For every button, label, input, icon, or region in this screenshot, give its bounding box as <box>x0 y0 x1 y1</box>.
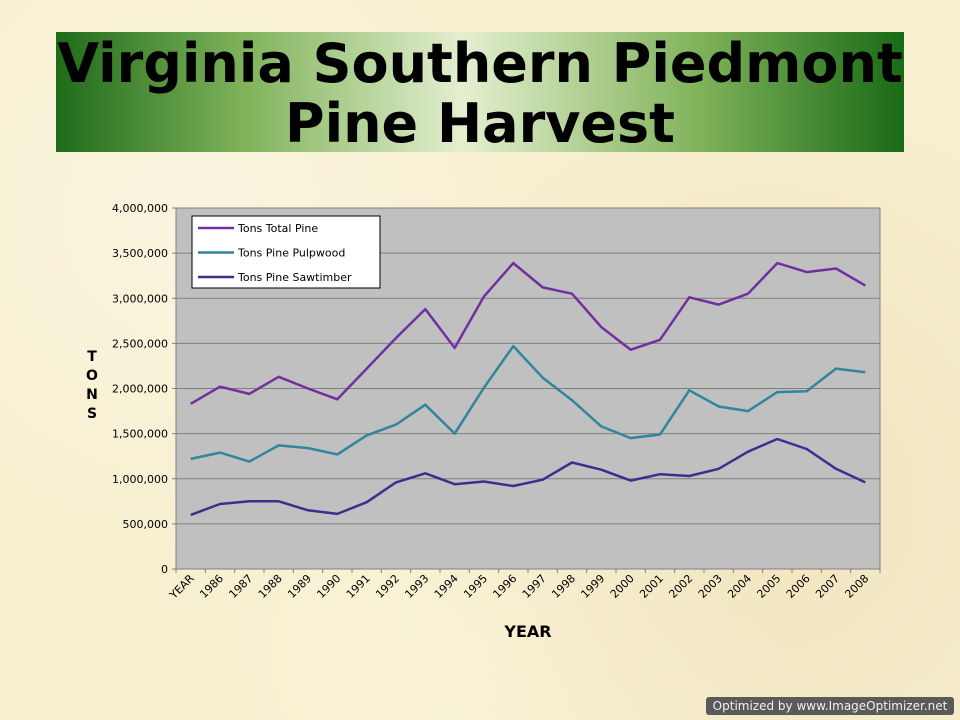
y-tick-label: 3,000,000 <box>112 292 168 305</box>
y-axis-label-letter: N <box>86 387 98 403</box>
x-tick-label: 1989 <box>285 572 314 601</box>
x-tick-label: 1998 <box>549 572 578 601</box>
x-tick-label: 2007 <box>813 572 842 601</box>
y-tick-label: 500,000 <box>123 518 169 531</box>
title-banner: Virginia Southern Piedmont Pine Harvest <box>56 32 904 154</box>
x-tick-label: 1992 <box>373 572 402 601</box>
legend: Tons Total Pine Tons Pine Pulpwood Tons Pi… <box>191 215 381 289</box>
y-tick-label: 1,500,000 <box>112 428 168 441</box>
x-tick-label: 2003 <box>696 572 725 601</box>
x-tick-label: 1996 <box>490 572 519 601</box>
x-tick-label: YEAR <box>166 572 197 603</box>
title-line-1: Virginia Southern Piedmont <box>57 32 903 95</box>
series-line <box>190 437 866 517</box>
slide-title: Virginia Southern Piedmont Pine Harvest <box>56 34 904 154</box>
legend-entry: Tons Pine Sawtimber <box>237 271 352 284</box>
x-tick-label: 2006 <box>784 572 813 601</box>
x-tick-label: 2004 <box>725 572 754 601</box>
y-axis-label: T O N S <box>82 348 102 424</box>
y-tick-label: 0 <box>161 563 168 576</box>
y-tick-label: 2,500,000 <box>112 337 168 350</box>
y-tick-label: 3,500,000 <box>112 247 168 260</box>
x-tick-label: 1993 <box>402 572 431 601</box>
legend-entry: Tons Total Pine <box>237 222 318 235</box>
x-tick-label: 1994 <box>432 572 461 601</box>
watermark: Optimized by www.ImageOptimizer.net <box>706 697 954 715</box>
y-axis-label-letter: T <box>87 349 97 365</box>
x-tick-label: 1988 <box>256 572 285 601</box>
x-tick-label: 1991 <box>344 572 373 601</box>
x-tick-label: 2005 <box>754 572 783 601</box>
x-tick-label: 1987 <box>226 572 255 601</box>
x-tick-label: 2002 <box>666 572 695 601</box>
x-tick-label: 1990 <box>314 572 343 601</box>
y-tick-label: 1,000,000 <box>112 473 168 486</box>
series-line <box>190 261 866 405</box>
y-tick-label: 2,000,000 <box>112 383 168 396</box>
y-axis-label-letter: O <box>86 368 98 384</box>
x-tick-label: 2001 <box>637 572 666 601</box>
x-tick-label: 2008 <box>842 572 871 601</box>
x-tick-label: 1999 <box>578 572 607 601</box>
title-line-2: Pine Harvest <box>285 92 675 155</box>
x-axis-label: YEAR <box>503 622 551 641</box>
y-tick-label: 4,000,000 <box>112 202 168 215</box>
x-tick-label: 2000 <box>608 572 637 601</box>
x-tick-label: 1986 <box>197 572 226 601</box>
legend-entry: Tons Pine Pulpwood <box>237 247 345 260</box>
series-line <box>190 344 866 463</box>
y-axis-label-letter: S <box>86 406 98 422</box>
x-tick-label: 1997 <box>520 572 549 601</box>
x-tick-label: 1995 <box>461 572 490 601</box>
